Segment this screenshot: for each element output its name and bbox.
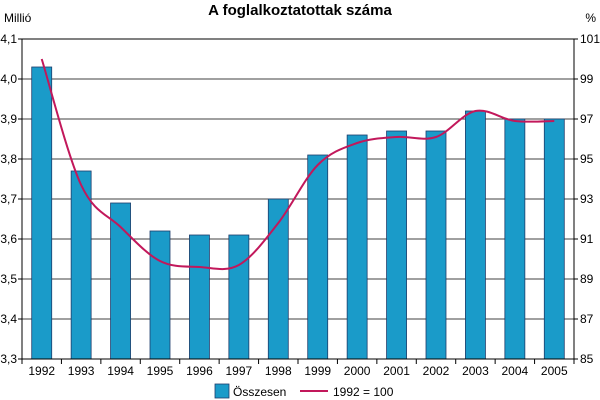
legend: Összesen 1992 = 100 [214,383,394,399]
left-tick-label: 3,7 [0,192,17,206]
bar [149,230,171,360]
right-tick-label: 99 [580,72,594,86]
chart-title: A foglalkoztatottak száma [208,2,392,19]
right-tick-label: 91 [580,232,594,246]
x-tick-label: 1995 [147,364,174,378]
x-tick-label: 2000 [344,364,371,378]
bar [543,118,565,360]
right-tick-label: 85 [580,352,594,366]
legend-swatch-bar [214,383,230,399]
bar [465,110,486,360]
x-tick-label: 1992 [28,364,55,378]
x-tick-label: 2005 [541,364,568,378]
right-tick-label: 87 [580,312,594,326]
gridlines [22,78,574,320]
x-tick-label: 2004 [502,364,529,378]
bar [307,154,329,360]
line-1992-100 [40,58,555,271]
legend-label-bar: Összesen [233,385,286,399]
bar-series [31,66,565,360]
left-tick-label: 4,1 [0,32,17,46]
x-tick-label: 1994 [107,364,134,378]
right-tick-label: 93 [580,192,594,206]
right-tick-label: 101 [580,32,600,46]
left-axis-ticks: 3,3 3,4 3,5 3,6 3,7 3,8 3,9 4,0 4,1 [0,32,22,366]
bar [189,234,210,360]
x-tick-label: 2001 [383,364,410,378]
right-tick-label: 97 [580,112,594,126]
right-tick-label: 89 [580,272,594,286]
left-tick-label: 3,3 [0,352,17,366]
x-axis-ticks: 1992 1993 1994 1995 1996 1997 1998 1999 2000 2001… [21,359,575,378]
left-tick-label: 3,4 [0,312,17,326]
x-tick-label: 1993 [68,364,95,378]
x-tick-label: 2003 [462,364,489,378]
bar [346,134,368,360]
right-tick-label: 95 [580,152,594,166]
bar [31,66,53,360]
bar [386,130,407,360]
x-tick-label: 2002 [423,364,450,378]
bar [228,234,250,360]
x-tick-label: 1999 [304,364,331,378]
left-tick-label: 3,5 [0,272,17,286]
bar [425,130,447,360]
left-tick-label: 3,6 [0,232,17,246]
left-tick-label: 3,9 [0,112,17,126]
left-axis-unit: Millió [4,11,32,25]
bar [504,118,526,360]
left-tick-label: 3,8 [0,152,17,166]
right-axis-ticks: 85 87 89 91 93 95 97 99 101 [574,32,600,366]
x-tick-label: 1997 [226,364,253,378]
legend-label-line: 1992 = 100 [333,385,394,399]
x-tick-label: 1996 [186,364,213,378]
line-series [40,58,555,271]
left-tick-label: 4,0 [0,72,17,86]
right-axis-unit: % [585,11,596,25]
x-tick-label: 1998 [265,364,292,378]
